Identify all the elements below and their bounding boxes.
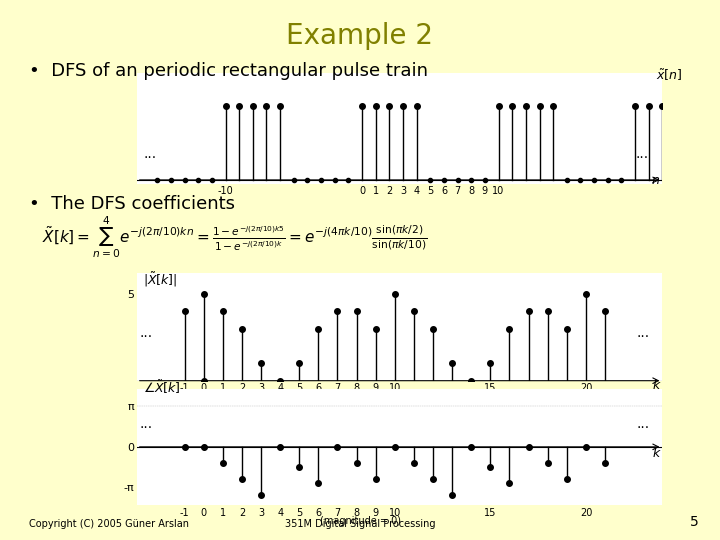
Text: ...: ... (144, 147, 157, 161)
Text: 351M Digital Signal Processing: 351M Digital Signal Processing (284, 519, 436, 529)
Text: $\tilde{X}[k]=\sum_{n=0}^{4}e^{-j(2\pi/10)kn}=\frac{1-e^{-j(2\pi/10)k5}}{1-e^{-j: $\tilde{X}[k]=\sum_{n=0}^{4}e^{-j(2\pi/1… (42, 215, 428, 260)
Text: ...: ... (140, 326, 153, 340)
Text: 5: 5 (690, 515, 698, 529)
Text: ...: ... (636, 416, 650, 430)
Text: n: n (652, 174, 660, 187)
Text: (magnitude = 0): (magnitude = 0) (320, 516, 400, 526)
Text: $\angle\tilde{X}[k]$: $\angle\tilde{X}[k]$ (143, 379, 180, 396)
Text: ...: ... (636, 326, 650, 340)
Text: $\tilde{x}[n]$: $\tilde{x}[n]$ (656, 68, 682, 83)
Text: ...: ... (635, 147, 649, 161)
Text: Example 2: Example 2 (287, 22, 433, 50)
Text: ...: ... (140, 416, 153, 430)
Text: k: k (653, 447, 660, 460)
Text: •  DFS of an periodic rectangular pulse train: • DFS of an periodic rectangular pulse t… (29, 62, 428, 80)
Text: $|\tilde{X}[k]|$: $|\tilde{X}[k]|$ (143, 271, 177, 289)
Text: k: k (653, 380, 660, 393)
Text: Copyright (C) 2005 Güner Arslan: Copyright (C) 2005 Güner Arslan (29, 519, 189, 529)
Text: •  The DFS coefficients: • The DFS coefficients (29, 195, 235, 213)
